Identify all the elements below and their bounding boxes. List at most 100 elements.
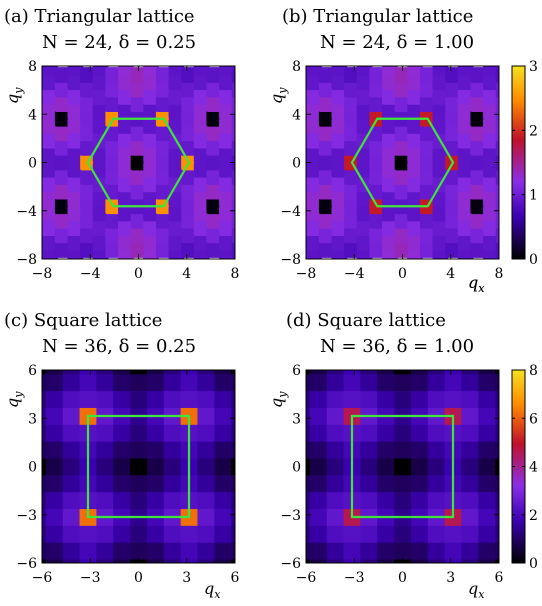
- heatmap-cell: [118, 161, 134, 178]
- heatmap-cell: [130, 154, 147, 171]
- heatmap-cell: [231, 198, 235, 215]
- heatmap-cell: [181, 125, 197, 142]
- heatmap-cell: [80, 227, 96, 244]
- heatmap-cell: [326, 441, 344, 459]
- heatmap-cell: [483, 74, 499, 91]
- brillouin-zone-boundary: [350, 414, 455, 519]
- heatmap-cell: [457, 147, 474, 164]
- heatmap-cell: [326, 508, 344, 526]
- heatmap-cell: [444, 390, 462, 408]
- heatmap-cell: [181, 183, 197, 200]
- panel-a-ylabel: qy: [3, 87, 25, 104]
- heatmap-cell: [105, 227, 122, 244]
- heatmap-cell: [495, 198, 499, 215]
- heatmap-cell: [483, 118, 499, 134]
- heatmap-cell: [394, 125, 411, 142]
- heatmap-cell: [461, 474, 479, 493]
- panel-d-plot: [306, 370, 500, 564]
- heatmap-cell: [407, 118, 423, 134]
- x-tick-label: −4: [344, 266, 365, 282]
- heatmap-cell: [344, 212, 360, 229]
- x-tick-label: 3: [182, 570, 191, 586]
- heatmap-cell: [146, 525, 165, 543]
- heatmap-cell: [42, 474, 47, 493]
- heatmap-cell: [197, 491, 215, 510]
- panel-c-subtitle: N = 36, δ = 0.25: [42, 336, 196, 357]
- heatmap-cell: [96, 370, 114, 375]
- heatmap-cell: [214, 491, 232, 510]
- heatmap-cell: [231, 542, 236, 560]
- heatmap-cell: [42, 559, 47, 564]
- heatmap-cell: [432, 66, 449, 76]
- heatmap-cell: [394, 474, 412, 493]
- heatmap-cell: [344, 183, 360, 200]
- heatmap-cell: [318, 212, 335, 229]
- heatmap-cell: [470, 96, 487, 113]
- heatmap-cell: [45, 542, 64, 560]
- heatmap-cell: [309, 424, 328, 442]
- heatmap-cell: [193, 161, 210, 178]
- heatmap-cell: [318, 81, 335, 98]
- heatmap-cell: [326, 458, 344, 476]
- heatmap-cell: [470, 183, 487, 200]
- heatmap-cell: [461, 559, 479, 564]
- heatmap-cell: [470, 81, 487, 98]
- heatmap-cell: [445, 67, 461, 83]
- heatmap-cell: [62, 508, 80, 526]
- heatmap-cell: [105, 242, 122, 258]
- heatmap-cell: [306, 118, 322, 134]
- heatmap-cell: [394, 183, 411, 200]
- heatmap-cell: [181, 140, 197, 156]
- heatmap-cell: [495, 424, 500, 442]
- heatmap-cell: [318, 169, 335, 185]
- heatmap-cell: [113, 559, 131, 564]
- heatmap-cell: [344, 110, 360, 127]
- heatmap-cell: [62, 424, 80, 442]
- heatmap-cell: [360, 370, 378, 375]
- x-tick-label: −6: [296, 570, 317, 586]
- heatmap-cell: [163, 458, 182, 476]
- heatmap-cell: [432, 161, 449, 178]
- heatmap-cell: [214, 370, 232, 375]
- heatmap-cell: [181, 81, 197, 98]
- heatmap-cell: [343, 370, 361, 375]
- heatmap-cell: [377, 559, 395, 564]
- heatmap-cell: [92, 234, 109, 251]
- heatmap-cell: [197, 508, 215, 526]
- heatmap-cell: [318, 67, 335, 83]
- heatmap-cell: [130, 81, 147, 98]
- heatmap-cell: [432, 191, 449, 207]
- heatmap-cell: [143, 89, 159, 105]
- heatmap-cell: [113, 370, 131, 375]
- heatmap-cell: [143, 118, 159, 134]
- heatmap-cell: [45, 373, 64, 392]
- heatmap-cell: [80, 96, 96, 113]
- heatmap-cell: [394, 542, 412, 560]
- heatmap-cell: [427, 458, 446, 476]
- x-tick-label: −3: [344, 570, 365, 586]
- heatmap-cell: [62, 407, 80, 425]
- heatmap-cell: [331, 89, 348, 105]
- heatmap-cell: [118, 176, 134, 193]
- heatmap-cell: [67, 249, 84, 259]
- heatmap-cell: [130, 542, 148, 560]
- heatmap-cell: [163, 390, 182, 408]
- heatmap-cell: [318, 110, 335, 127]
- heatmap-cell: [427, 424, 446, 442]
- heatmap-cell: [96, 390, 114, 408]
- heatmap-cell: [470, 242, 487, 258]
- heatmap-cell: [309, 390, 328, 408]
- colorbar-tick-label: 6: [529, 411, 538, 427]
- heatmap-cell: [360, 559, 378, 564]
- colorbar-top: 0 1 2 3: [511, 59, 538, 268]
- heatmap-cell: [219, 249, 235, 259]
- heatmap-cell: [483, 249, 499, 259]
- heatmap-cell: [231, 67, 235, 83]
- heatmap-cell: [219, 234, 235, 251]
- heatmap-cell: [231, 525, 236, 543]
- heatmap-cell: [410, 424, 429, 442]
- heatmap-cell: [309, 441, 328, 459]
- heatmap-cell: [130, 424, 148, 442]
- heatmap-cell: [394, 458, 412, 476]
- heatmap-cell: [394, 96, 411, 113]
